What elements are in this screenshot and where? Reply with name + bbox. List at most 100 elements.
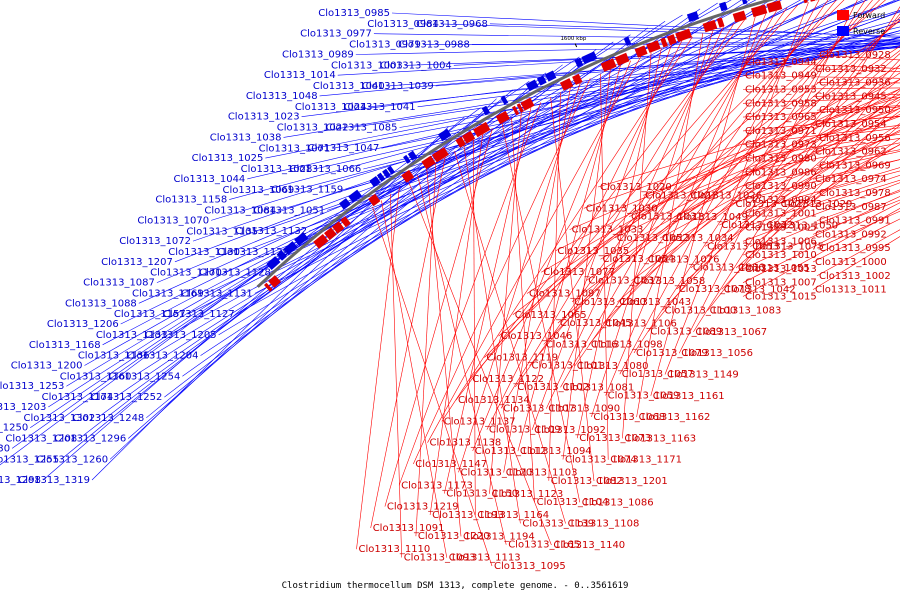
forward-connector <box>600 88 900 260</box>
forward-connector <box>662 58 900 311</box>
forward-connector <box>742 115 900 132</box>
reverse-connector <box>260 11 900 232</box>
reverse-gene-label: Clo1313_1254 <box>109 371 181 382</box>
forward-connector <box>628 105 900 217</box>
forward-gene-feature <box>462 130 476 144</box>
forward-connector <box>602 16 900 324</box>
forward-gene-label: Clo1313_0932 <box>815 64 887 75</box>
forward-gene-label: Clo1313_1164 <box>477 510 549 521</box>
reverse-gene-label: Clo1313_1206 <box>47 319 119 330</box>
forward-gene-label: Clo1313_0986 <box>745 167 817 178</box>
reverse-gene-label: Clo1313_1051 <box>253 205 325 216</box>
forward-gene-label: Clo1313_1079 <box>636 348 708 359</box>
forward-gene-label: Clo1313_0969 <box>819 160 891 171</box>
forward-gene-label: Clo1313_1116 <box>546 339 618 350</box>
reverse-connector <box>350 45 900 128</box>
forward-gene-label: Clo1313_1030 <box>586 203 658 214</box>
reverse-gene-label: Clo1313_1205 <box>145 330 217 341</box>
reverse-gene-label: Clo1313_1025 <box>192 153 264 164</box>
reverse-gene-label: Clo1313_1084 <box>204 206 276 217</box>
forward-gene-feature <box>646 40 661 53</box>
forward-connector <box>541 65 900 273</box>
reverse-connector <box>290 0 897 253</box>
forward-gene-feature <box>473 121 491 138</box>
forward-gene-label: Clo1313_1097 <box>529 289 601 300</box>
forward-gene-label: Clo1313_1052 <box>617 233 689 244</box>
reverse-gene-label: Clo1313_0977 <box>300 29 372 40</box>
forward-connector <box>742 208 900 297</box>
forward-gene-label: Clo1313_1037 <box>588 276 660 287</box>
forward-connector <box>617 53 900 303</box>
forward-gene-label: Clo1313_1000 <box>815 257 887 268</box>
genome-backbone-arc <box>256 0 776 288</box>
gene-features <box>264 0 818 292</box>
forward-gene-label: Clo1313_0945 <box>815 91 887 102</box>
forward-gene-label: Clo1313_1219 <box>387 502 459 513</box>
reverse-connector <box>138 0 810 304</box>
reverse-connector <box>319 42 900 97</box>
forward-connector <box>742 151 900 187</box>
forward-connector <box>707 64 900 311</box>
reverse-gene-label: Clo1313_1250 <box>0 423 28 434</box>
forward-gene-label: Clo1313_1077 <box>543 267 615 278</box>
legend: Forward Reverse <box>837 10 885 36</box>
reverse-gene-label: Clo1313_1040 <box>313 81 385 92</box>
forward-connector <box>417 175 507 545</box>
forward-gene-feature <box>431 147 449 163</box>
forward-connector <box>812 236 900 290</box>
forward-gene-label: Clo1313_0949 <box>745 71 817 82</box>
legend-reverse-swatch <box>837 26 849 36</box>
forward-connector <box>498 0 886 337</box>
forward-gene-label: Clo1313_1194 <box>463 531 535 542</box>
forward-connector <box>591 29 714 417</box>
legend-forward-label: Forward <box>853 11 885 20</box>
forward-connector <box>526 45 900 294</box>
forward-gene-label: Clo1313_1089 <box>650 327 722 338</box>
forward-gene-label: Clo1313_1057 <box>622 369 694 380</box>
forward-connector <box>619 0 820 375</box>
forward-gene-label: Clo1313_1031 <box>631 212 703 223</box>
reverse-connector <box>391 12 900 38</box>
forward-gene-label: Clo1313_1140 <box>553 540 625 551</box>
forward-connector <box>648 13 900 332</box>
forward-gene-label: Clo1313_0978 <box>819 188 891 199</box>
reverse-gene-label: Clo1313_1028 <box>241 164 313 175</box>
forward-connector <box>408 181 552 546</box>
reverse-gene-label: Clo1313_1136 <box>78 351 150 362</box>
forward-connector <box>427 56 642 443</box>
forward-connector <box>664 2 809 375</box>
forward-gene-label: Clo1313_1119 <box>486 353 558 364</box>
reverse-connector <box>283 37 900 138</box>
reverse-gene-label: Clo1313_1131 <box>181 288 253 299</box>
forward-gene-label: Clo1313_0973 <box>745 140 817 151</box>
reverse-gene-label: Clo1313_0988 <box>398 40 470 51</box>
forward-connector <box>372 206 493 567</box>
reverse-gene-label: Clo1313_1159 <box>271 185 343 196</box>
reverse-gene-feature <box>387 165 396 175</box>
connector-lines <box>0 0 900 567</box>
forward-connector <box>501 123 581 503</box>
forward-gene-label: Clo1313_1006 <box>745 236 817 247</box>
forward-connector <box>676 90 900 290</box>
reverse-gene-label: Clo1313_1047 <box>308 143 380 154</box>
reverse-gene-label: Clo1313_1128 <box>199 268 271 279</box>
reverse-gene-feature <box>403 154 411 164</box>
reverse-gene-label: Clo1313_1072 <box>119 236 191 247</box>
reverse-gene-feature <box>348 189 362 203</box>
forward-connector <box>742 106 900 118</box>
reverse-connector <box>355 42 900 55</box>
forward-connector <box>719 129 900 226</box>
forward-gene-label: Clo1313_1032 <box>721 220 793 231</box>
forward-gene-feature <box>559 78 574 91</box>
reverse-connector <box>422 43 900 45</box>
forward-gene-label: Clo1313_1094 <box>520 446 592 457</box>
reverse-gene-label: Clo1313_1023 <box>228 112 300 123</box>
forward-gene-label: Clo1313_1010 <box>745 250 817 261</box>
reverse-gene-feature <box>525 79 539 92</box>
forward-gene-label: Clo1313_1220 <box>418 531 490 542</box>
reverse-connector <box>386 47 900 87</box>
reverse-connector <box>48 34 631 408</box>
reverse-gene-feature <box>574 57 584 68</box>
forward-connector <box>600 73 609 460</box>
reverse-gene-label: Clo1313_1160 <box>60 371 132 382</box>
